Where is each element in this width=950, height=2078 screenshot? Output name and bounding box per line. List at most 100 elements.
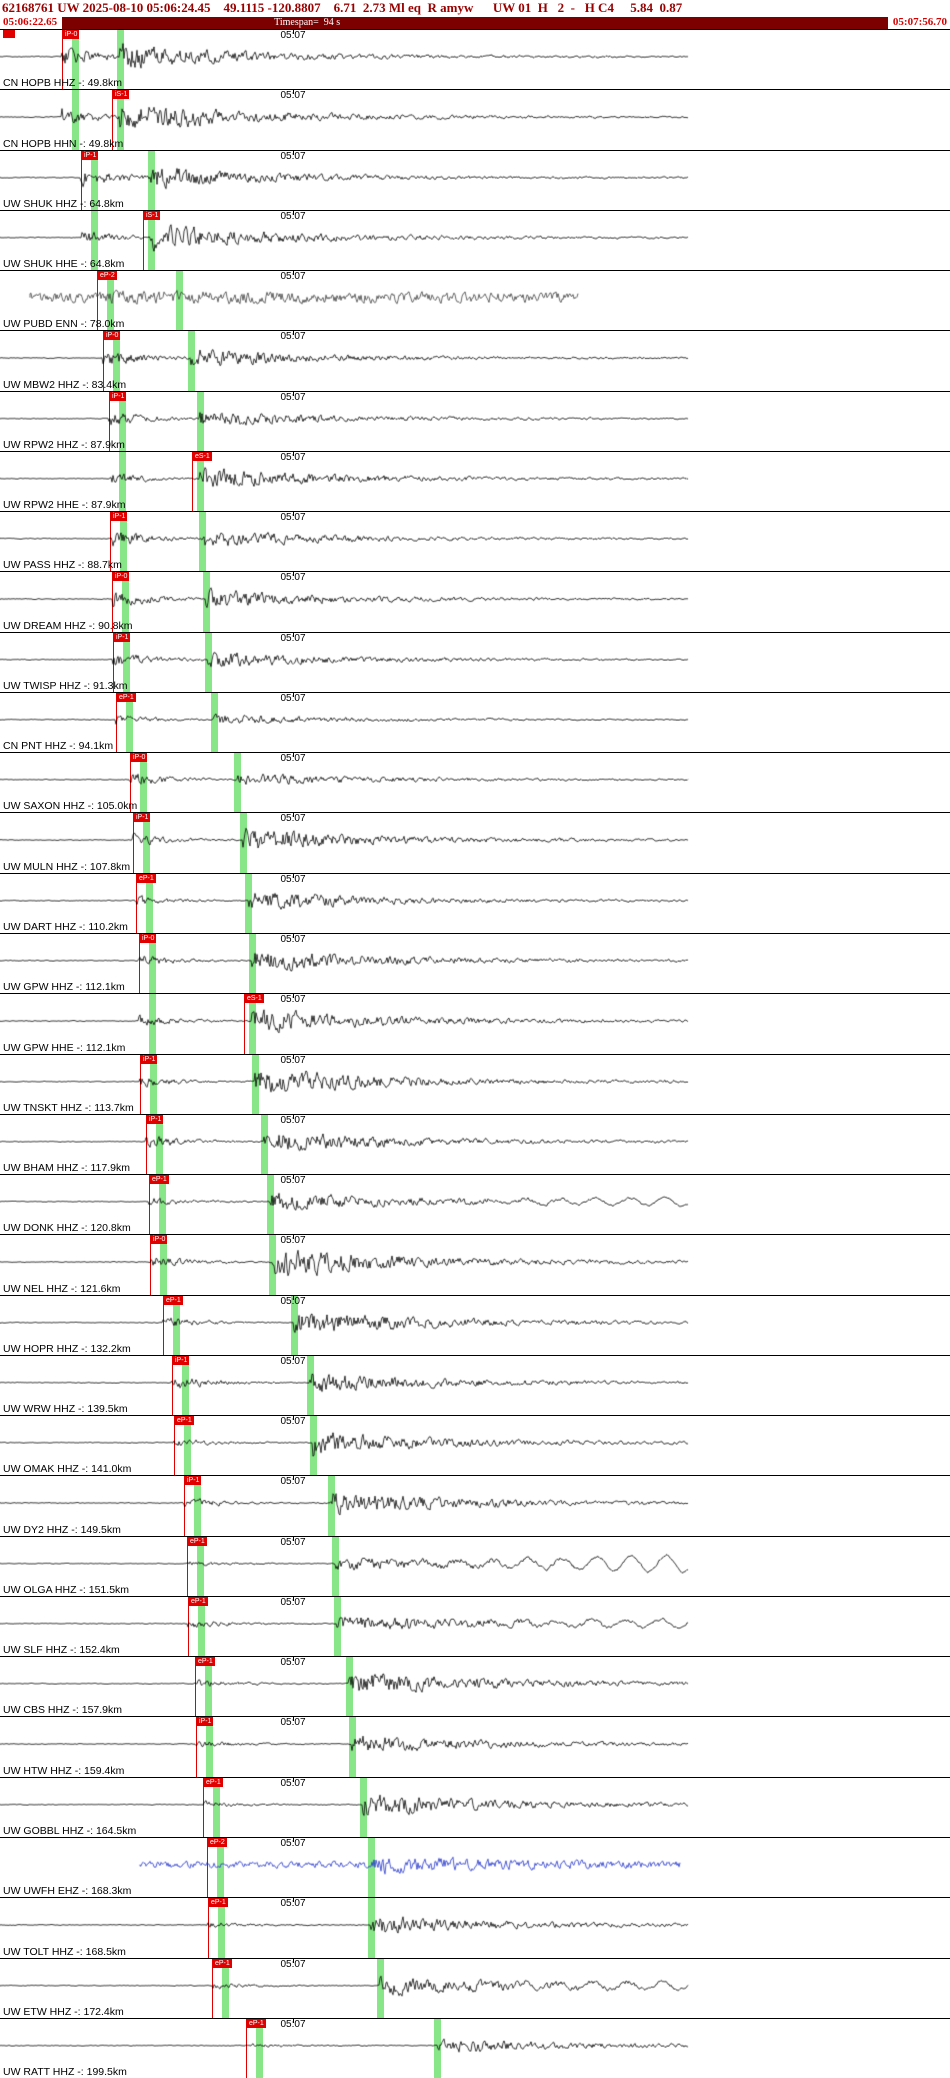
pick-flag[interactable]: eP-1 xyxy=(189,1596,208,1606)
trace-row[interactable]: eP-1 05:07 UW HOPR HHZ -: 132.2km xyxy=(0,1294,950,1355)
pick-flag[interactable]: iP-1 xyxy=(134,813,151,823)
trace-row[interactable]: iP-1 05:07 UW TWISP HHZ -: 91.3km xyxy=(0,631,950,692)
trace-row[interactable]: iP-1 05:07 UW PASS HHZ -: 88.7km xyxy=(0,511,950,572)
trace-row[interactable]: iP-1 05:07 UW DY2 HHZ -: 149.5km xyxy=(0,1475,950,1536)
waveform-trace[interactable] xyxy=(0,1898,950,1958)
pick-flag[interactable]: iP-0 xyxy=(151,1235,168,1245)
pick-flag[interactable]: iP-1 xyxy=(141,1054,158,1064)
pick-flag[interactable]: eP-1 xyxy=(175,1416,194,1426)
pick-flag[interactable]: iP-1 xyxy=(114,632,131,642)
trace-row[interactable]: eP-2 05:07 UW PUBD ENN -: 78.0km xyxy=(0,270,950,331)
pick-flag[interactable]: iP-1 xyxy=(111,512,128,522)
pick-flag[interactable]: iP-0 xyxy=(113,572,130,582)
trace-row[interactable]: eP-2 05:07 UW UWFH EHZ -: 168.3km xyxy=(0,1836,950,1898)
pick-flag[interactable]: iP-1 xyxy=(185,1476,202,1486)
trace-row[interactable]: iP-1 05:07 UW BHAM HHZ -: 117.9km xyxy=(0,1113,950,1175)
pick-flag[interactable]: eP-1 xyxy=(117,692,136,702)
trace-row[interactable]: eP-1 05:07 UW OMAK HHZ -: 141.0km xyxy=(0,1415,950,1476)
waveform-trace[interactable] xyxy=(0,994,950,1054)
waveform-trace[interactable] xyxy=(0,1837,950,1898)
pick-flag[interactable]: iS-1 xyxy=(144,210,161,220)
waveform-trace[interactable] xyxy=(0,451,950,512)
pick-flag[interactable]: eP-1 xyxy=(137,873,156,883)
trace-row[interactable]: eP-1 05:07 UW TOLT HHZ -: 168.5km xyxy=(0,1897,950,1958)
pick-flag[interactable]: eP-2 xyxy=(208,1837,227,1847)
waveform-trace[interactable] xyxy=(0,1717,950,1777)
pick-flag[interactable]: eP-1 xyxy=(247,2018,266,2028)
trace-row[interactable]: iP-0 05:07 UW MBW2 HHZ -: 83.4km xyxy=(0,330,950,391)
waveform-trace[interactable] xyxy=(0,1054,950,1114)
waveform-trace[interactable] xyxy=(0,210,950,271)
waveform-trace[interactable] xyxy=(0,2018,950,2078)
waveform-trace[interactable] xyxy=(0,90,950,150)
waveform-trace[interactable] xyxy=(0,1416,950,1476)
pick-flag[interactable]: iP-0 xyxy=(104,331,121,341)
trace-row[interactable]: eS-1 05:07 UW RPW2 HHE -: 87.9km xyxy=(0,450,950,512)
trace-row[interactable]: eP-1 05:07 UW SLF HHZ -: 152.4km xyxy=(0,1595,950,1657)
trace-row[interactable]: iP-1 05:07 UW TNSKT HHZ -: 113.7km xyxy=(0,1053,950,1114)
waveform-trace[interactable] xyxy=(0,753,950,813)
pick-flag[interactable]: eP-1 xyxy=(204,1777,223,1787)
pick-flag[interactable]: iS-1 xyxy=(113,90,130,100)
trace-row[interactable]: iP-1 05:07 UW HTW HHZ -: 159.4km xyxy=(0,1716,950,1777)
waveform-trace[interactable] xyxy=(0,692,950,753)
trace-row[interactable]: eP-1 05:07 UW ETW HHZ -: 172.4km xyxy=(0,1957,950,2018)
pick-flag[interactable]: iP-1 xyxy=(147,1114,164,1124)
trace-row[interactable]: eP-1 05:07 UW RATT HHZ -: 199.5km xyxy=(0,2017,950,2078)
pick-flag[interactable]: iP-1 xyxy=(197,1717,214,1727)
waveform-trace[interactable] xyxy=(0,1958,950,2018)
trace-row[interactable]: iS-1 05:07 UW SHUK HHE -: 64.8km xyxy=(0,209,950,271)
trace-row[interactable]: iP-0 05:07 CN HOPB HHZ -: 49.8km xyxy=(0,29,950,90)
trace-row[interactable]: iP-1 05:07 UW SHUK HHZ -: 64.8km xyxy=(0,149,950,210)
trace-row[interactable]: eP-1 05:07 UW GOBBL HHZ -: 164.5km xyxy=(0,1776,950,1837)
pick-flag[interactable]: eP-1 xyxy=(150,1175,169,1185)
trace-row[interactable]: eP-1 05:07 CN PNT HHZ -: 94.1km xyxy=(0,691,950,753)
trace-row[interactable]: iP-0 05:07 UW DREAM HHZ -: 90.8km xyxy=(0,571,950,632)
pick-flag[interactable]: eP-1 xyxy=(164,1295,183,1305)
waveform-trace[interactable] xyxy=(0,1175,950,1235)
waveform-trace[interactable] xyxy=(0,1476,950,1536)
waveform-trace[interactable] xyxy=(0,873,950,933)
pick-flag[interactable]: eS-1 xyxy=(193,451,212,461)
waveform-trace[interactable] xyxy=(0,331,950,391)
pick-flag[interactable]: iP-1 xyxy=(173,1355,190,1365)
pick-flag[interactable]: eP-1 xyxy=(209,1898,228,1908)
trace-row[interactable]: iP-0 05:07 UW SAXON HHZ -: 105.0km xyxy=(0,752,950,813)
waveform-trace[interactable] xyxy=(0,1657,950,1717)
trace-row[interactable]: iP-0 05:07 UW GPW HHZ -: 112.1km xyxy=(0,932,950,994)
pick-flag[interactable]: eP-1 xyxy=(188,1536,207,1546)
pick-flag[interactable]: iP-1 xyxy=(110,391,127,401)
waveform-trace[interactable] xyxy=(0,1114,950,1175)
waveform-trace[interactable] xyxy=(0,572,950,632)
waveform-trace[interactable] xyxy=(0,1355,950,1416)
trace-row[interactable]: iP-1 05:07 UW MULN HHZ -: 107.8km xyxy=(0,812,950,873)
trace-panel[interactable]: iP-0 05:07 CN HOPB HHZ -: 49.8km iS-1 05:07 C… xyxy=(0,29,950,2078)
pick-flag[interactable]: eP-1 xyxy=(196,1657,215,1667)
waveform-trace[interactable] xyxy=(0,1596,950,1657)
waveform-trace[interactable] xyxy=(0,1777,950,1837)
trace-row[interactable]: eP-1 05:07 UW DART HHZ -: 110.2km xyxy=(0,872,950,933)
waveform-trace[interactable] xyxy=(0,512,950,572)
trace-row[interactable]: eP-1 05:07 UW OLGA HHZ -: 151.5km xyxy=(0,1535,950,1596)
trace-row[interactable]: eP-1 05:07 UW CBS HHZ -: 157.9km xyxy=(0,1656,950,1717)
waveform-trace[interactable] xyxy=(0,933,950,994)
waveform-trace[interactable] xyxy=(0,813,950,873)
pick-flag[interactable]: iP-0 xyxy=(140,933,157,943)
pick-flag[interactable]: iP-0 xyxy=(63,30,80,39)
trace-row[interactable]: eP-1 05:07 UW DONK HHZ -: 120.8km xyxy=(0,1174,950,1235)
trace-row[interactable]: iS-1 05:07 CN HOPB HHN -: 49.8km xyxy=(0,89,950,150)
pick-flag[interactable]: eP-1 xyxy=(213,1958,232,1968)
trace-row[interactable]: iP-1 05:07 UW WRW HHZ -: 139.5km xyxy=(0,1354,950,1416)
trace-row[interactable]: iP-0 05:07 UW NEL HHZ -: 121.6km xyxy=(0,1234,950,1295)
trace-row[interactable]: eS-1 05:07 UW GPW HHE -: 112.1km xyxy=(0,993,950,1054)
waveform-trace[interactable] xyxy=(0,150,950,210)
waveform-trace[interactable] xyxy=(0,391,950,451)
trace-row[interactable]: iP-1 05:07 UW RPW2 HHZ -: 87.9km xyxy=(0,390,950,451)
waveform-trace[interactable] xyxy=(0,632,950,692)
waveform-trace[interactable] xyxy=(0,30,950,90)
pick-flag[interactable]: iP-0 xyxy=(131,753,148,763)
waveform-trace[interactable] xyxy=(0,1536,950,1596)
pick-flag[interactable]: iP-1 xyxy=(82,150,99,160)
waveform-trace[interactable] xyxy=(0,271,950,331)
waveform-trace[interactable] xyxy=(0,1295,950,1355)
